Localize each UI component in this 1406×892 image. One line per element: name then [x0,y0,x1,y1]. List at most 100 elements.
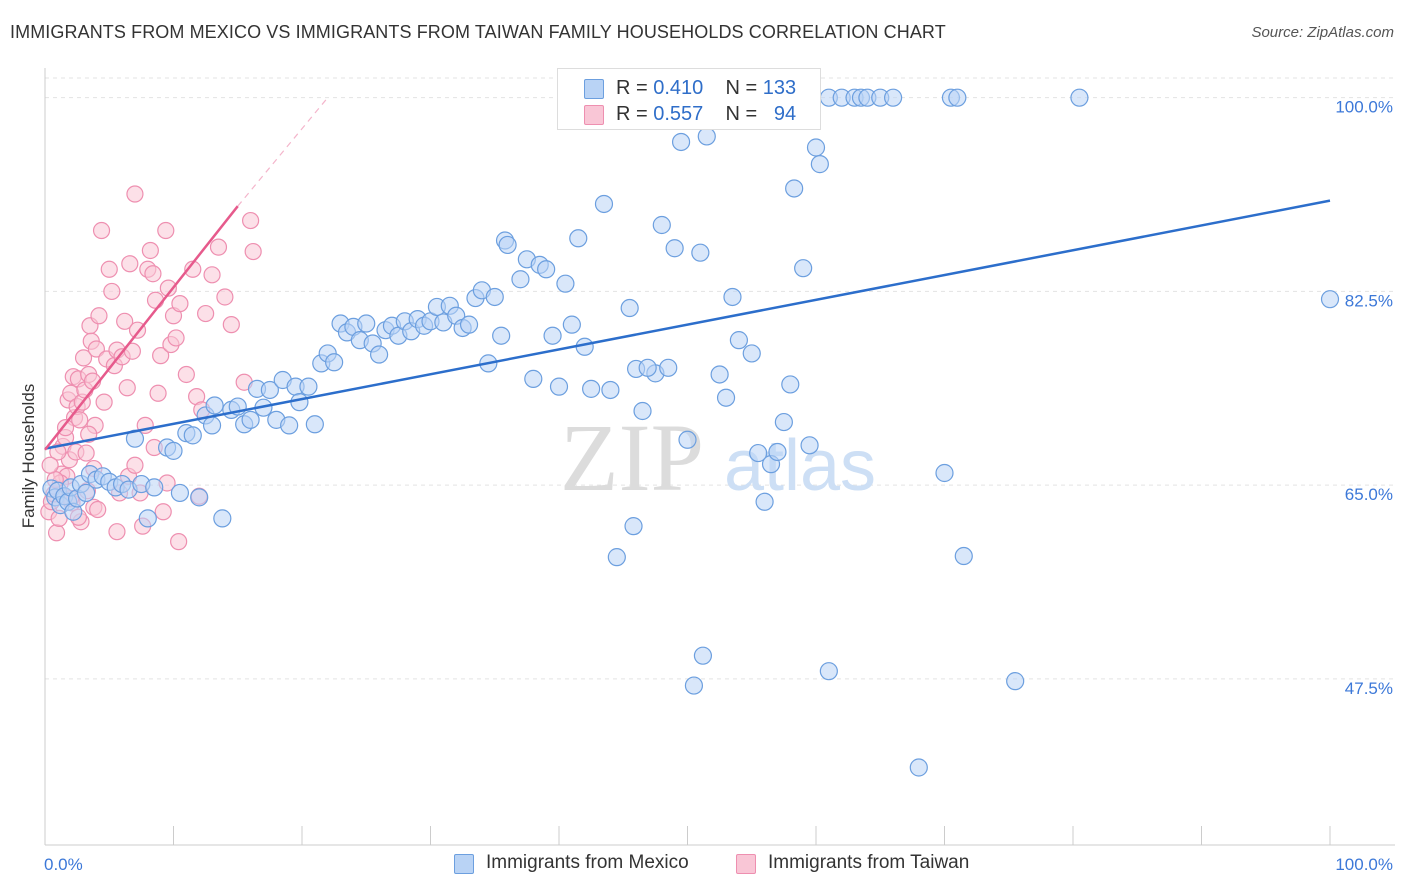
source-label: Source: ZipAtlas.com [1251,24,1394,41]
x-tick-label-max: 100.0% [1335,855,1393,874]
legend-swatch-mexico [584,79,604,99]
mexico-point [260,380,279,400]
y-tick-label: 82.5% [1345,291,1393,310]
mexico-point [659,358,678,377]
taiwan-point [77,444,95,462]
taiwan-point [126,185,144,203]
mexico-point [511,270,530,289]
mexico-point [954,546,973,566]
mexico-point [684,676,704,695]
mexico-point [1070,88,1089,107]
taiwan-point [95,393,113,411]
taiwan-trend-line [44,205,239,451]
taiwan-point [154,503,172,521]
mexico-point [562,315,581,334]
mexico-point [537,260,556,279]
taiwan-point [152,347,170,365]
mexico-point [768,442,787,462]
mexico-point [241,410,260,429]
mexico-point [594,194,614,214]
y-tick-label: 100.0% [1335,98,1393,117]
y-tick-label: 65.0% [1345,485,1393,504]
legend-r-label: R = [616,103,648,125]
taiwan-point [41,456,59,474]
mexico-point [723,287,742,307]
legend-r-value-taiwan: 0.557 [653,103,704,125]
taiwan-point [244,242,262,261]
taiwan-point [141,241,159,260]
mexico-point [164,441,183,460]
taiwan-point [209,238,228,256]
mexico-point [691,243,710,262]
taiwan-point [71,411,89,429]
mexico-point [774,412,793,432]
taiwan-point [170,533,188,551]
mexico-point [729,331,749,350]
taiwan-point [118,379,136,397]
mexico-point [492,326,511,345]
taiwan-point [222,316,240,334]
mexico-point [806,138,826,157]
mexico-points [42,88,1340,777]
mexico-point [290,393,309,412]
watermark-zip: ZIP [560,404,704,511]
mexico-point [716,388,736,407]
bottom-legend-swatch-taiwan [736,854,756,874]
mexico-point [556,274,575,293]
taiwan-point [47,524,66,542]
taiwan-point [103,282,121,301]
mexico-point [370,345,389,364]
mexico-point [665,239,684,258]
taiwan-point [157,221,175,240]
mexico-point [170,483,190,503]
taiwan-point [216,288,234,306]
legend-n-label: N = [725,103,758,125]
taiwan-point [92,221,111,240]
mexico-point [77,483,96,503]
taiwan-point [121,255,139,273]
mexico-point [213,509,232,528]
mexico-point [883,88,903,107]
mexico-point [710,365,729,384]
mexico-point [794,259,813,278]
mexico-point [819,662,838,681]
taiwan-point [177,365,195,384]
mexico-point [569,229,588,248]
mexico-point [909,758,928,777]
mexico-point [624,517,643,536]
mexico-point [1320,290,1340,309]
mexico-point [498,235,517,255]
watermark-atlas: atlas [724,426,876,506]
mexico-point [543,326,562,345]
legend-n-value-taiwan: 94 [773,103,797,125]
taiwan-trend-extension [237,97,329,207]
mexico-point [781,375,800,394]
mexico-point [693,646,713,665]
mexico-point [299,377,318,396]
mexico-point [190,488,209,507]
mexico-point [202,416,222,435]
taiwan-point [171,295,189,313]
mexico-point [524,369,543,388]
mexico-point [325,353,344,372]
taiwan-point [203,266,221,284]
taiwan-point [167,329,185,347]
bottom-legend-label-taiwan: Immigrants from Taiwan [768,852,970,873]
mexico-point [785,179,804,198]
taiwan-point [100,260,118,278]
mexico-trend-line [44,199,1331,450]
mexico-point [582,379,601,398]
mexico-point [1006,672,1025,691]
taiwan-point [56,419,75,437]
mexico-point [183,426,202,445]
legend-r-label: R = [616,77,648,99]
mexico-point [671,132,691,152]
mexico-point [742,344,761,363]
chart-title: IMMIGRANTS FROM MEXICO VS IMMIGRANTS FRO… [10,22,946,42]
taiwan-point [126,456,144,474]
taiwan-point [116,312,134,330]
mexico-point [485,287,504,307]
mexico-point [810,155,829,174]
taiwan-point [89,500,107,519]
